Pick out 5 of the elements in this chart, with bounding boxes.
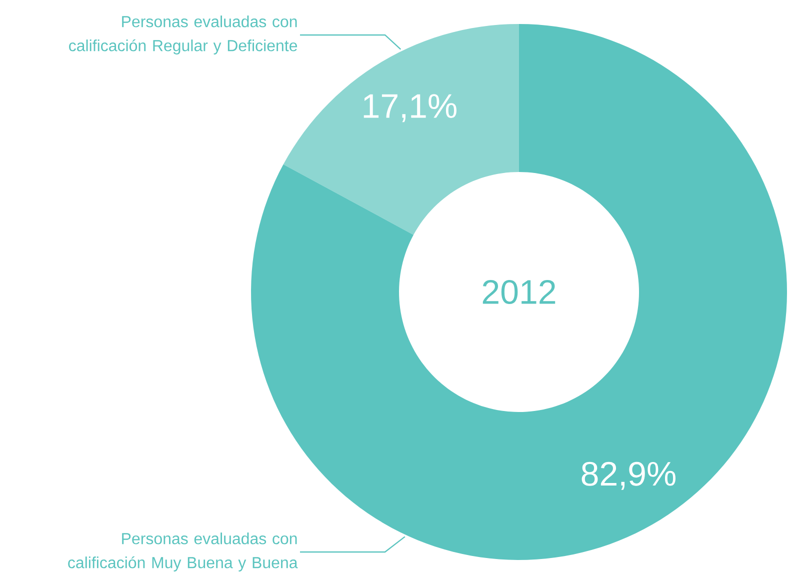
slice-label: Personas evaluadas con calificación Muy Buena y Buena [68,532,298,572]
text: 2012 [482,280,556,304]
slice-label: Personas evaluadas con calificación Regular y Deficiente [69,16,298,54]
data-label: 82,9% [582,462,676,490]
data-label: 17,1% [364,94,456,122]
